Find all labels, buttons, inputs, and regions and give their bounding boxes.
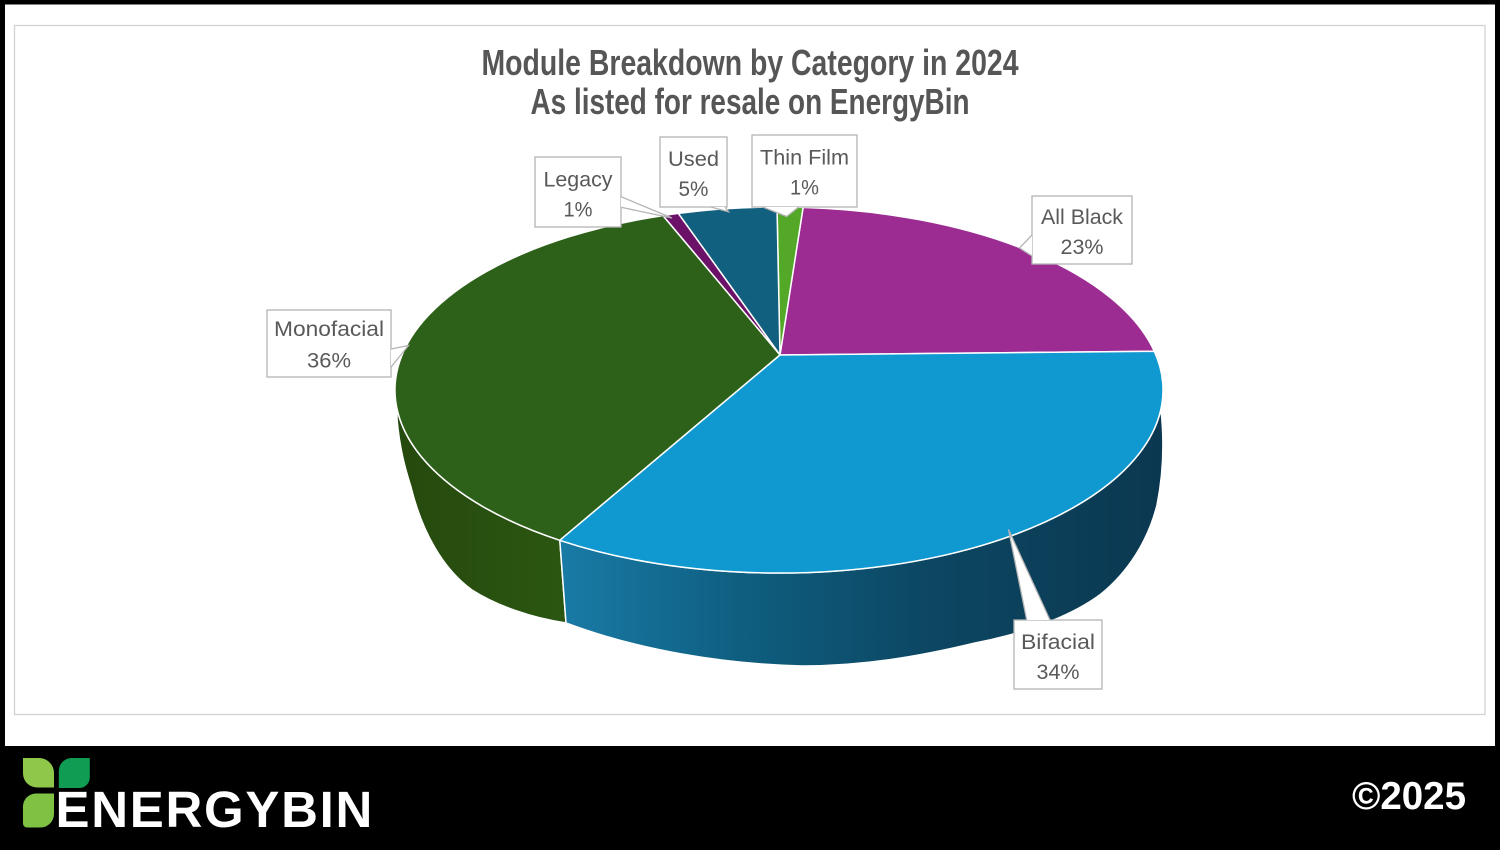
svg-text:As listed for resale on Energy: As listed for resale on EnergyBin xyxy=(531,81,970,122)
svg-text:Bifacial: Bifacial xyxy=(1021,631,1095,654)
svg-text:Legacy: Legacy xyxy=(544,169,614,192)
svg-text:23%: 23% xyxy=(1061,236,1104,259)
svg-text:1%: 1% xyxy=(790,177,819,200)
svg-text:©2025: ©2025 xyxy=(1352,775,1466,818)
svg-text:All Black: All Black xyxy=(1041,206,1124,229)
svg-text:Monofacial: Monofacial xyxy=(274,318,384,341)
svg-text:1%: 1% xyxy=(564,199,593,222)
svg-text:Thin Film: Thin Film xyxy=(760,147,849,170)
svg-text:Module Breakdown by Category i: Module Breakdown by Category in 2024 xyxy=(482,42,1019,83)
svg-text:5%: 5% xyxy=(679,178,709,201)
svg-text:Used: Used xyxy=(668,148,719,171)
svg-text:36%: 36% xyxy=(307,350,351,373)
svg-text:34%: 34% xyxy=(1037,661,1080,684)
svg-text:ENERGYBIN: ENERGYBIN xyxy=(56,781,375,838)
